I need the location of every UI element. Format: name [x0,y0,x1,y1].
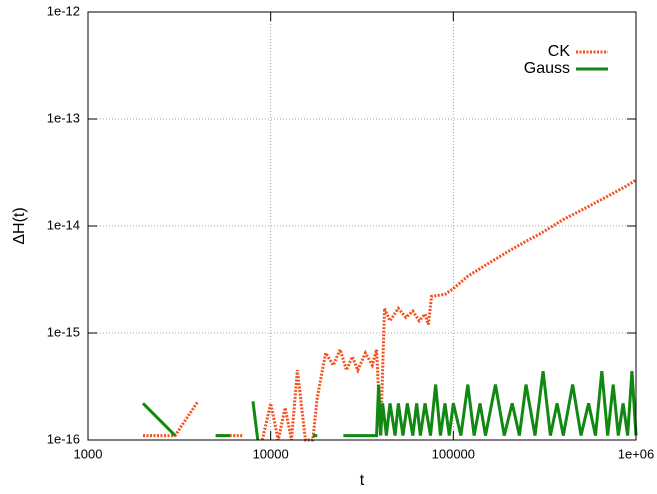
series-line [142,178,637,442]
x-tick-label: 1e+06 [618,446,655,461]
y-tick-label: 1e-14 [47,217,80,232]
y-tick-label: 1e-16 [47,431,80,446]
legend-label: Gauss [524,60,570,77]
series-line [141,370,638,441]
y-tick-label: 1e-13 [47,110,80,125]
legend-label: CK [548,43,571,60]
y-axis-label: ΔH(t) [11,207,28,244]
x-tick-label: 100000 [432,446,475,461]
x-tick-label: 1000 [74,446,103,461]
x-tick-label: 10000 [253,446,289,461]
y-tick-label: 1e-12 [47,3,80,18]
x-axis-label: t [360,472,365,489]
y-tick-label: 1e-15 [47,324,80,339]
plot-frame [87,11,637,441]
